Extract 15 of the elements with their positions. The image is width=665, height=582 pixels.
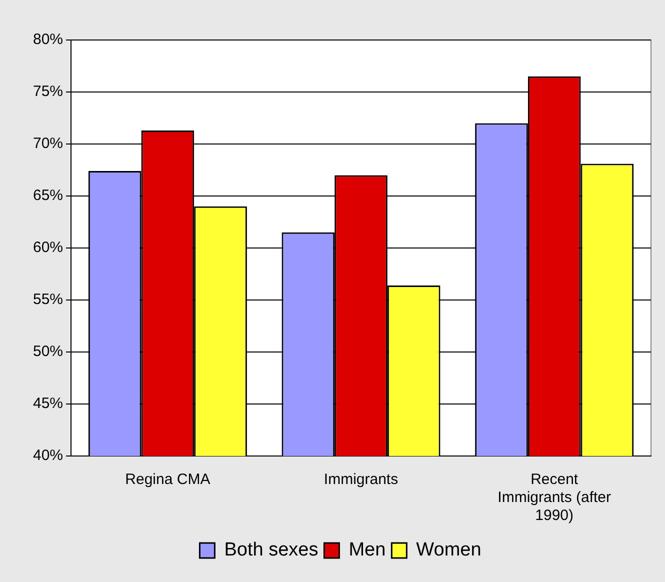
legend-label: Women bbox=[416, 540, 482, 561]
y-tick-label: 65% bbox=[32, 187, 64, 204]
y-tick-label: 75% bbox=[32, 83, 64, 100]
y-tick-label: 80% bbox=[32, 31, 64, 48]
legend-label: Men bbox=[348, 540, 386, 561]
x-tick-label: Recent Immigrants (after 1990) bbox=[498, 471, 612, 524]
y-tick-label: 70% bbox=[32, 135, 64, 152]
y-tick-label: 50% bbox=[32, 343, 64, 360]
y-tick-label: 45% bbox=[32, 395, 64, 412]
x-tick-label: Regina CMA bbox=[125, 471, 210, 488]
y-tick-label: 60% bbox=[32, 239, 64, 256]
x-tick-label: Immigrants bbox=[324, 471, 398, 488]
legend-label: Both sexes bbox=[224, 540, 318, 561]
y-tick-label: 55% bbox=[32, 291, 64, 308]
y-tick-label: 40% bbox=[32, 447, 64, 464]
